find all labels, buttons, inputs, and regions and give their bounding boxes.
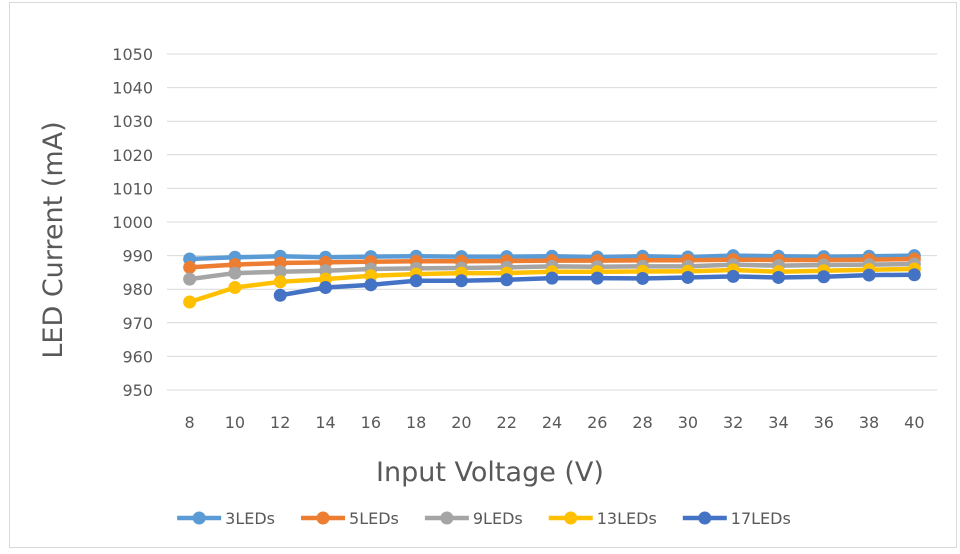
legend-item-5LEDs: 5LEDs bbox=[301, 509, 399, 528]
line-chart: 950960970980990100010101020103010401050 … bbox=[38, 45, 937, 528]
x-tick-label: 10 bbox=[225, 413, 245, 432]
data-point bbox=[726, 269, 740, 283]
y-tick-label: 970 bbox=[122, 314, 153, 333]
x-tick-label: 20 bbox=[451, 413, 471, 432]
data-point bbox=[273, 288, 287, 302]
y-tick-label: 1040 bbox=[112, 79, 153, 98]
chart-frame: 950 960 970 980 990 1000 1010 1020 1030 1040 1050 … bbox=[9, 2, 957, 548]
x-tick-label: 12 bbox=[270, 413, 290, 432]
data-point bbox=[771, 270, 785, 284]
legend-label: 5LEDs bbox=[349, 509, 399, 528]
legend: 3LEDs 5LEDs 9LEDs 13LEDs 17LEDs bbox=[177, 509, 791, 528]
data-point bbox=[590, 271, 604, 285]
legend-item-9LEDs: 9LEDs bbox=[424, 509, 523, 528]
data-point bbox=[319, 281, 333, 295]
x-tick-label: 18 bbox=[406, 413, 426, 432]
data-point bbox=[862, 268, 876, 282]
data-point bbox=[183, 260, 197, 274]
y-tick-label: 990 bbox=[122, 247, 153, 266]
x-tick-label: 16 bbox=[361, 413, 381, 432]
series-lines bbox=[183, 249, 921, 309]
x-tick-label: 14 bbox=[315, 413, 335, 432]
y-tick-labels: 950 960 970 980 990 1000 1010 1020 1030 1040 1050 bbox=[112, 45, 153, 400]
x-tick-label: 34 bbox=[768, 413, 788, 432]
y-tick-label: 960 bbox=[122, 347, 153, 366]
legend-label: 17LEDs bbox=[731, 509, 791, 528]
data-point bbox=[817, 270, 831, 284]
y-tick-label: 1000 bbox=[112, 213, 153, 232]
data-point bbox=[183, 295, 197, 309]
data-point bbox=[681, 270, 695, 284]
gridlines bbox=[167, 53, 937, 391]
x-tick-label: 28 bbox=[632, 413, 652, 432]
data-point bbox=[183, 272, 197, 286]
x-tick-label: 24 bbox=[542, 413, 562, 432]
x-axis-label: Input Voltage (V) bbox=[376, 457, 604, 488]
series-17LEDs bbox=[273, 268, 921, 302]
y-axis-label: LED Current (mA) bbox=[38, 121, 69, 358]
data-point bbox=[500, 273, 514, 287]
data-point bbox=[228, 266, 242, 280]
data-point bbox=[364, 269, 378, 283]
data-point bbox=[636, 271, 650, 285]
x-tick-label: 32 bbox=[723, 413, 743, 432]
y-tick-label: 1030 bbox=[112, 112, 153, 131]
x-tick-label: 38 bbox=[859, 413, 879, 432]
legend-label: 9LEDs bbox=[473, 509, 523, 528]
data-point bbox=[907, 268, 921, 282]
x-tick-label: 8 bbox=[185, 413, 195, 432]
data-point bbox=[228, 281, 242, 295]
x-tick-label: 22 bbox=[497, 413, 517, 432]
y-tick-label: 1050 bbox=[112, 45, 153, 64]
y-tick-label: 1020 bbox=[112, 146, 153, 165]
data-point bbox=[364, 278, 378, 292]
legend-item-17LEDs: 17LEDs bbox=[682, 509, 791, 528]
legend-item-13LEDs: 13LEDs bbox=[548, 509, 657, 528]
x-tick-labels: 8 10 12 14 16 18 20 22 24 26 28 30 32 34 36 38 40 bbox=[185, 413, 925, 432]
legend-swatch-marker bbox=[698, 511, 712, 525]
legend-swatch-marker bbox=[192, 511, 206, 525]
legend-swatch-marker bbox=[440, 511, 454, 525]
x-tick-label: 30 bbox=[678, 413, 698, 432]
x-tick-label: 40 bbox=[904, 413, 924, 432]
legend-label: 13LEDs bbox=[597, 509, 657, 528]
legend-item-3LEDs: 3LEDs bbox=[177, 509, 275, 528]
data-point bbox=[273, 275, 287, 289]
data-point bbox=[545, 271, 559, 285]
legend-label: 3LEDs bbox=[225, 509, 275, 528]
data-point bbox=[409, 274, 423, 288]
y-tick-label: 980 bbox=[122, 280, 153, 299]
data-point bbox=[273, 265, 287, 279]
legend-swatch-marker bbox=[316, 511, 330, 525]
x-tick-label: 26 bbox=[587, 413, 607, 432]
x-tick-label: 36 bbox=[814, 413, 834, 432]
y-tick-label: 1010 bbox=[112, 179, 153, 198]
data-point bbox=[454, 274, 468, 288]
y-tick-label: 950 bbox=[122, 381, 153, 400]
legend-swatch-marker bbox=[564, 511, 578, 525]
